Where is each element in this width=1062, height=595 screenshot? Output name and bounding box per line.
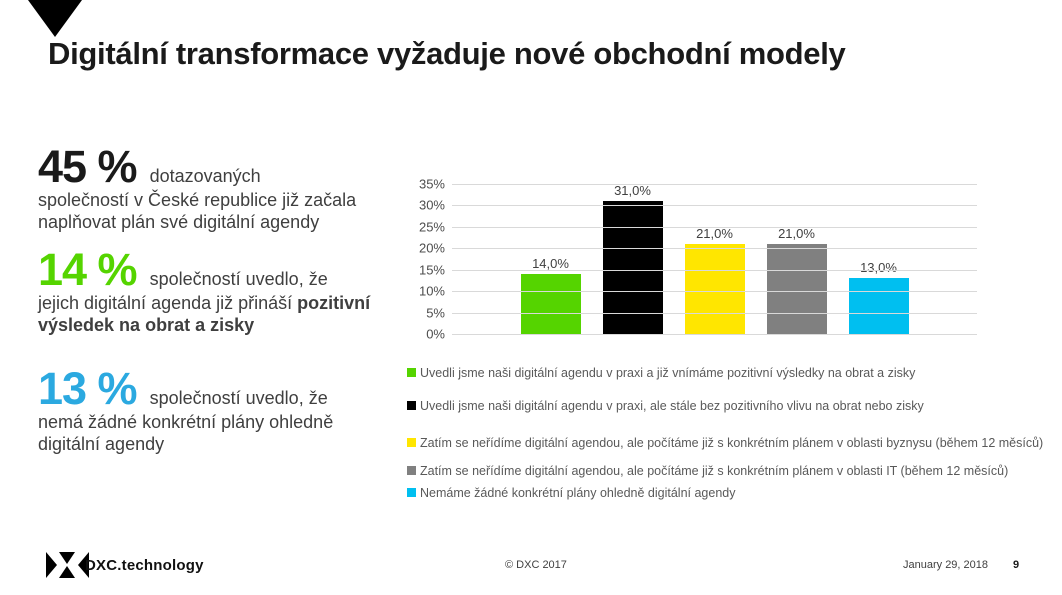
stat-block-14: 14 % společností uvedlo, že jejich digit… [38,247,373,336]
y-axis-tick-label: 30% [418,197,445,213]
bar-1 [520,274,581,334]
y-axis-tick-label: 10% [418,283,445,299]
logo-d-shape [46,552,57,578]
bar-slot: 21,0% [684,226,745,334]
legend-swatch-icon [407,466,416,475]
gridline [452,269,977,271]
y-axis-tick-label: 5% [426,305,445,321]
brand-name: DXC.technology [85,557,204,574]
stat-lead-text: společností uvedlo, že [149,388,328,408]
legend-label: Nemáme žádné konkrétní plány ohledně dig… [420,486,736,500]
bar-3 [684,244,745,334]
legend-item: Uvedli jsme naši digitální agendu v prax… [407,398,1057,414]
legend-label: Zatím se neřídíme digitální agendou, ale… [420,464,1009,478]
page-title: Digitální transformace vyžaduje nové obc… [48,36,846,71]
legend-item: Uvedli jsme naši digitální agendu v prax… [407,365,1057,381]
stat-block-45: 45 % dotazovaných společností v České re… [38,144,373,233]
bar-5 [848,278,909,334]
legend-item: Zatím se neřídíme digitální agendou, ale… [407,435,1057,451]
legend-label: Uvedli jsme naši digitální agendu v prax… [420,399,924,413]
gridline [452,291,977,293]
stat-block-13: 13 % společností uvedlo, že nemá žádné k… [38,366,373,455]
bar-value-label: 13,0% [860,260,897,276]
legend-item: Nemáme žádné konkrétní plány ohledně dig… [407,485,1057,501]
down-triangle-icon [28,0,82,37]
stat-text: společností v České republice již začala… [38,190,357,232]
y-axis-tick-label: 25% [418,219,445,235]
bar-slot: 21,0% [766,226,827,334]
gridline [452,312,977,314]
gridline [452,205,977,207]
gridline [452,334,977,335]
stat-value: 14 % [38,244,138,295]
legend-item: Zatím se neřídíme digitální agendou, ale… [407,463,1057,479]
logo-c-shape [78,552,89,578]
page-number: 9 [1013,559,1020,571]
bar-chart: 14,0% 31,0% 21,0% 21,0% 13,0% 35% 30% 25% 20% 15… [407,177,977,342]
stats-panel: 45 % dotazovaných společností v České re… [38,144,373,455]
legend-label: Uvedli jsme naši digitální agendu v prax… [420,366,916,380]
y-axis-tick-label: 15% [418,262,445,278]
bar-slot: 13,0% [848,260,909,334]
stat-text: nemá žádné konkrétní plány ohledně digit… [38,412,334,454]
bar-value-label: 21,0% [778,226,815,241]
bar-2 [602,201,663,334]
bars-group: 14,0% 31,0% 21,0% 21,0% 13,0% [452,183,977,334]
bar-slot: 31,0% [602,183,663,334]
legend-label: Zatím se neřídíme digitální agendou, ale… [420,436,1044,450]
chart-legend: Uvedli jsme naši digitální agendu v prax… [407,365,1057,501]
legend-swatch-icon [407,401,416,410]
gridline [452,184,977,185]
bar-slot: 14,0% [520,256,581,334]
slide-date: January 29, 2018 [903,559,989,571]
dxc-logo-icon [46,551,89,579]
y-axis-tick-label: 0% [426,326,445,342]
chart-plot-area: 14,0% 31,0% 21,0% 21,0% 13,0% 35% 30% 25% 20% 15… [419,177,977,342]
stat-value: 13 % [38,363,138,414]
stat-lead-text: dotazovaných [149,166,261,186]
gridline [452,248,977,250]
bar-4 [766,244,827,334]
gridline [452,226,977,228]
bar-value-label: 14,0% [532,256,569,271]
bar-value-label: 21,0% [696,226,733,241]
copyright-text: © DXC 2017 [505,559,567,571]
legend-swatch-icon [407,438,416,447]
stat-text: jejich digitální agenda již přináší [38,293,293,313]
y-axis-tick-label: 20% [418,240,445,256]
legend-swatch-icon [407,488,416,497]
stat-lead-text: společností uvedlo, že [149,269,328,289]
legend-swatch-icon [407,368,416,377]
logo-x-shape [59,552,76,578]
stat-bold-text: pozitivní výsledek na obrat a zisky [38,293,371,335]
stat-value: 45 % [38,141,138,192]
y-axis-tick-label: 35% [418,176,445,192]
bar-value-label: 31,0% [614,183,651,199]
